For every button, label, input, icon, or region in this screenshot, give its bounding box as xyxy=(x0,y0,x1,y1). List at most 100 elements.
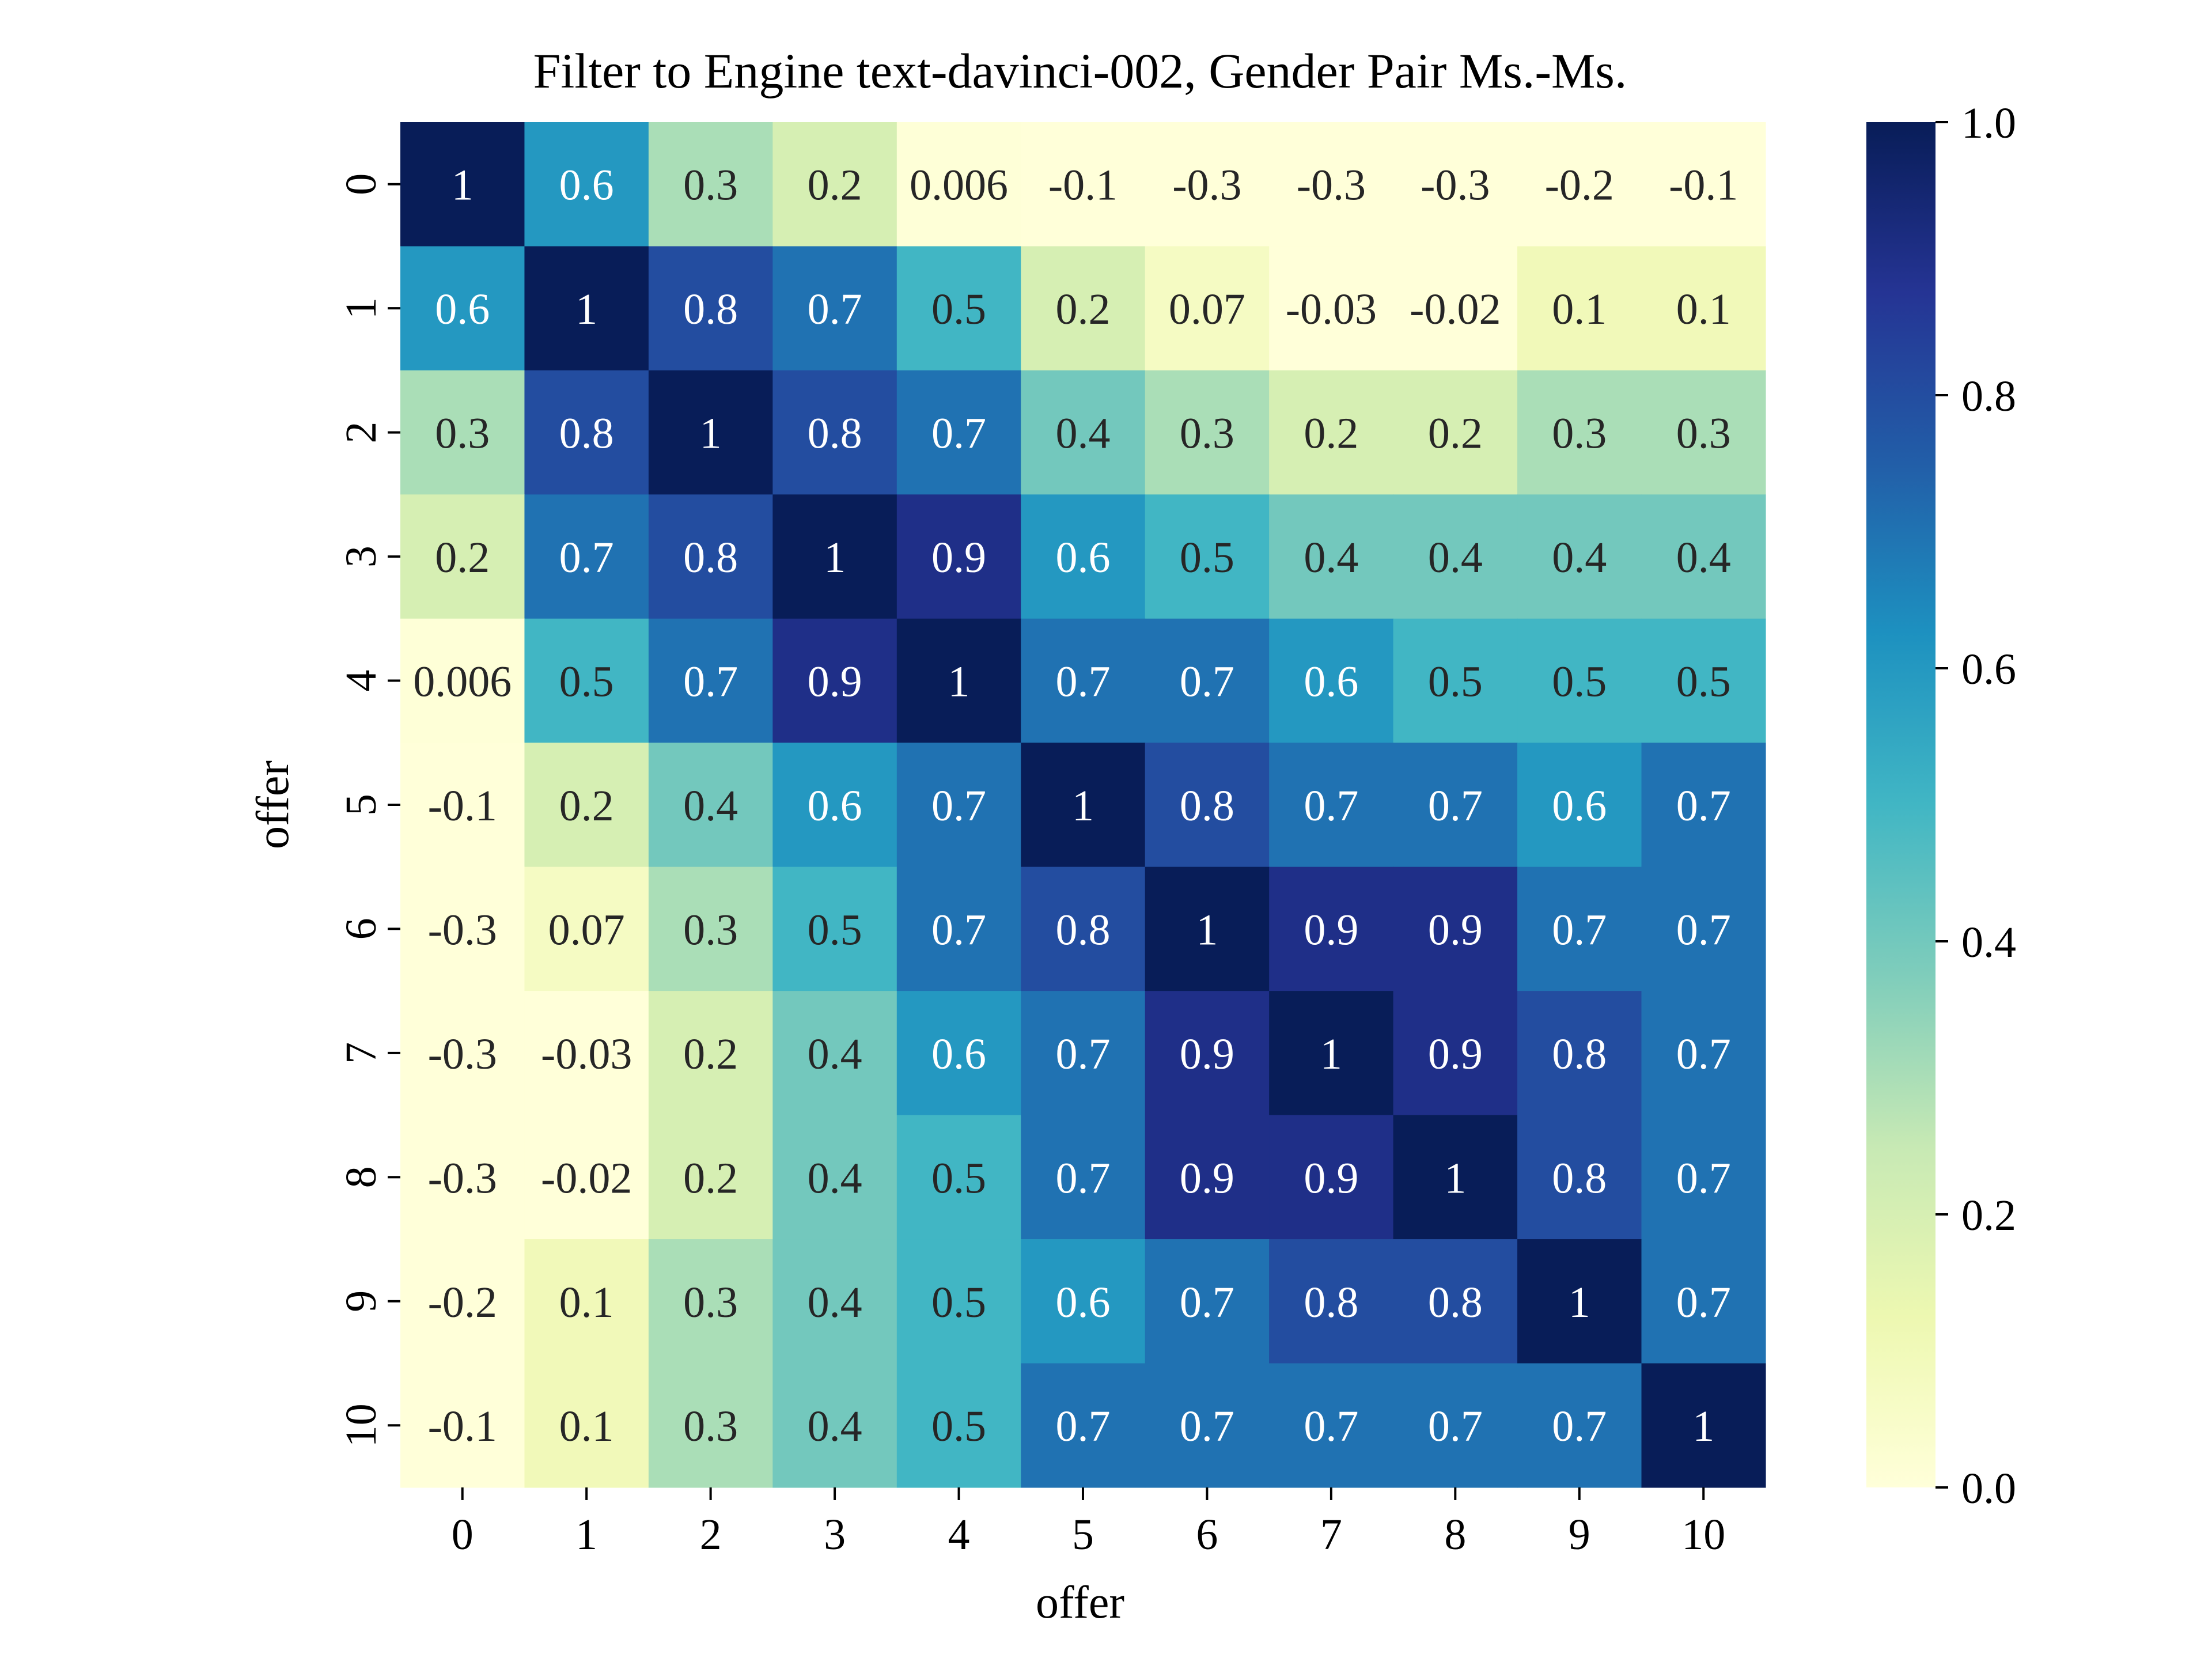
heatmap-cell-label: 0.7 xyxy=(1304,1402,1358,1451)
x-tick-label: 7 xyxy=(1320,1510,1342,1559)
heatmap-cell-label: 0.7 xyxy=(1428,1402,1483,1451)
heatmap-cell xyxy=(1517,494,1642,619)
heatmap-cell-label: 1 xyxy=(452,161,474,210)
heatmap-cell-label: 0.8 xyxy=(1552,1030,1607,1078)
heatmap-cell-label: 0.7 xyxy=(931,906,986,954)
heatmap-cell-label: 0.8 xyxy=(683,285,738,334)
heatmap-cell-label: 0.6 xyxy=(808,782,862,830)
heatmap-cell xyxy=(1393,494,1518,619)
heatmap-cell xyxy=(400,618,525,743)
heatmap-cell xyxy=(1393,743,1518,868)
x-tick-label: 1 xyxy=(575,1510,597,1559)
heatmap-cell-label: 1 xyxy=(824,533,846,582)
x-tick-label: 10 xyxy=(1681,1510,1725,1559)
heatmap-cell xyxy=(1393,1239,1518,1364)
heatmap-cell-label: 0.9 xyxy=(1428,906,1483,954)
colorbar-tick-label: 1.0 xyxy=(1961,99,2016,147)
heatmap-cell xyxy=(1641,122,1766,247)
heatmap-cell-label: -0.1 xyxy=(1048,161,1118,210)
heatmap-cell xyxy=(1517,1363,1642,1488)
heatmap-cell xyxy=(1145,1239,1270,1364)
heatmap-cell-label: 1 xyxy=(575,285,597,334)
heatmap-cell xyxy=(1517,866,1642,991)
heatmap-cell xyxy=(896,122,1021,247)
heatmap-cell xyxy=(1269,246,1394,371)
heatmap-cell xyxy=(524,1239,649,1364)
heatmap-cell-label: 0.9 xyxy=(1180,1030,1234,1078)
heatmap-cell xyxy=(524,122,649,247)
heatmap-cell-label: 0.8 xyxy=(808,410,862,458)
heatmap-cell xyxy=(1269,991,1394,1116)
heatmap-cell xyxy=(1021,494,1146,619)
heatmap-cell-label: 0.3 xyxy=(683,906,738,954)
heatmap-cell-label: 0.3 xyxy=(1552,410,1607,458)
heatmap-cell xyxy=(1269,494,1394,619)
heatmap-cell-label: 0.6 xyxy=(931,1030,986,1078)
x-tick-label: 2 xyxy=(700,1510,722,1559)
y-tick-label: 5 xyxy=(337,794,385,816)
heatmap-cell xyxy=(1393,1115,1518,1240)
heatmap-cell-label: 1 xyxy=(1692,1402,1714,1451)
heatmap-cell-label: 0.07 xyxy=(1169,285,1245,334)
heatmap-cell-label: 0.4 xyxy=(1055,410,1110,458)
heatmap-cell-label: 0.7 xyxy=(1676,782,1731,830)
heatmap-cell xyxy=(1145,246,1270,371)
x-tick-label: 5 xyxy=(1072,1510,1094,1559)
heatmap-cell-label: 0.4 xyxy=(1552,533,1607,582)
heatmap-cell xyxy=(1021,1363,1146,1488)
heatmap-cell-label: -0.02 xyxy=(541,1154,632,1202)
heatmap-cell xyxy=(772,618,897,743)
heatmap-cell xyxy=(400,494,525,619)
heatmap-cell-label: 0.8 xyxy=(1055,906,1110,954)
heatmap-cell-label: 1 xyxy=(1196,906,1218,954)
heatmap-cell-label: 0.7 xyxy=(1055,658,1110,706)
heatmap-cell xyxy=(896,370,1021,495)
heatmap-cell xyxy=(524,1115,649,1240)
heatmap-cell xyxy=(648,494,773,619)
y-tick-label: 3 xyxy=(337,546,385,567)
heatmap-cell-label: 0.2 xyxy=(559,782,614,830)
colorbar-tick-label: 0.2 xyxy=(1961,1191,2016,1240)
heatmap-cell xyxy=(1269,122,1394,247)
heatmap-cell-label: 0.8 xyxy=(683,533,738,582)
heatmap-cell xyxy=(524,494,649,619)
heatmap-cell-label: 0.1 xyxy=(1552,285,1607,334)
y-axis-label: offer xyxy=(248,760,298,849)
heatmap-cell xyxy=(1145,370,1270,495)
y-tick-label: 8 xyxy=(337,1166,385,1188)
heatmap-cell xyxy=(400,246,525,371)
heatmap-cell xyxy=(896,246,1021,371)
heatmap-cell-label: 0.6 xyxy=(1055,533,1110,582)
heatmap-cell-label: 0.7 xyxy=(931,410,986,458)
heatmap-cell-label: -0.02 xyxy=(1410,285,1501,334)
heatmap-cell-label: 0.5 xyxy=(559,658,614,706)
heatmap-cell xyxy=(1269,1239,1394,1364)
x-axis: 0 1 2 3 4 5 6 7 8 9 10 xyxy=(452,1487,1725,1559)
heatmap-cell-label: 0.7 xyxy=(1676,1154,1731,1202)
heatmap-cell-label: 0.7 xyxy=(683,658,738,706)
heatmap-cell-label: 0.4 xyxy=(808,1154,862,1202)
heatmap-cell-label: 0.4 xyxy=(683,782,738,830)
heatmap-cell xyxy=(1393,246,1518,371)
y-tick-label: 4 xyxy=(337,670,385,692)
y-tick-label: 9 xyxy=(337,1290,385,1312)
heatmap-cell-label: -0.2 xyxy=(1545,161,1614,210)
heatmap-cell xyxy=(772,1115,897,1240)
heatmap-cell xyxy=(524,743,649,868)
heatmap-cell xyxy=(400,1115,525,1240)
heatmap-cell xyxy=(1145,866,1270,991)
heatmap-cell xyxy=(1517,246,1642,371)
heatmap-cell xyxy=(772,370,897,495)
heatmap-cell-label: 0.4 xyxy=(1676,533,1731,582)
heatmap-cell xyxy=(648,1239,773,1364)
heatmap-cell-label: 0.8 xyxy=(1552,1154,1607,1202)
heatmap-cell xyxy=(400,1239,525,1364)
heatmap-cell-label: 1 xyxy=(1072,782,1094,830)
colorbar-tick-label: 0.0 xyxy=(1961,1464,2016,1513)
heatmap-cell-label: 0.9 xyxy=(1428,1030,1483,1078)
x-tick-label: 0 xyxy=(452,1510,474,1559)
heatmap-cell xyxy=(1145,122,1270,247)
heatmap-cell-label: 0.7 xyxy=(1552,906,1607,954)
heatmap-cell xyxy=(1269,370,1394,495)
